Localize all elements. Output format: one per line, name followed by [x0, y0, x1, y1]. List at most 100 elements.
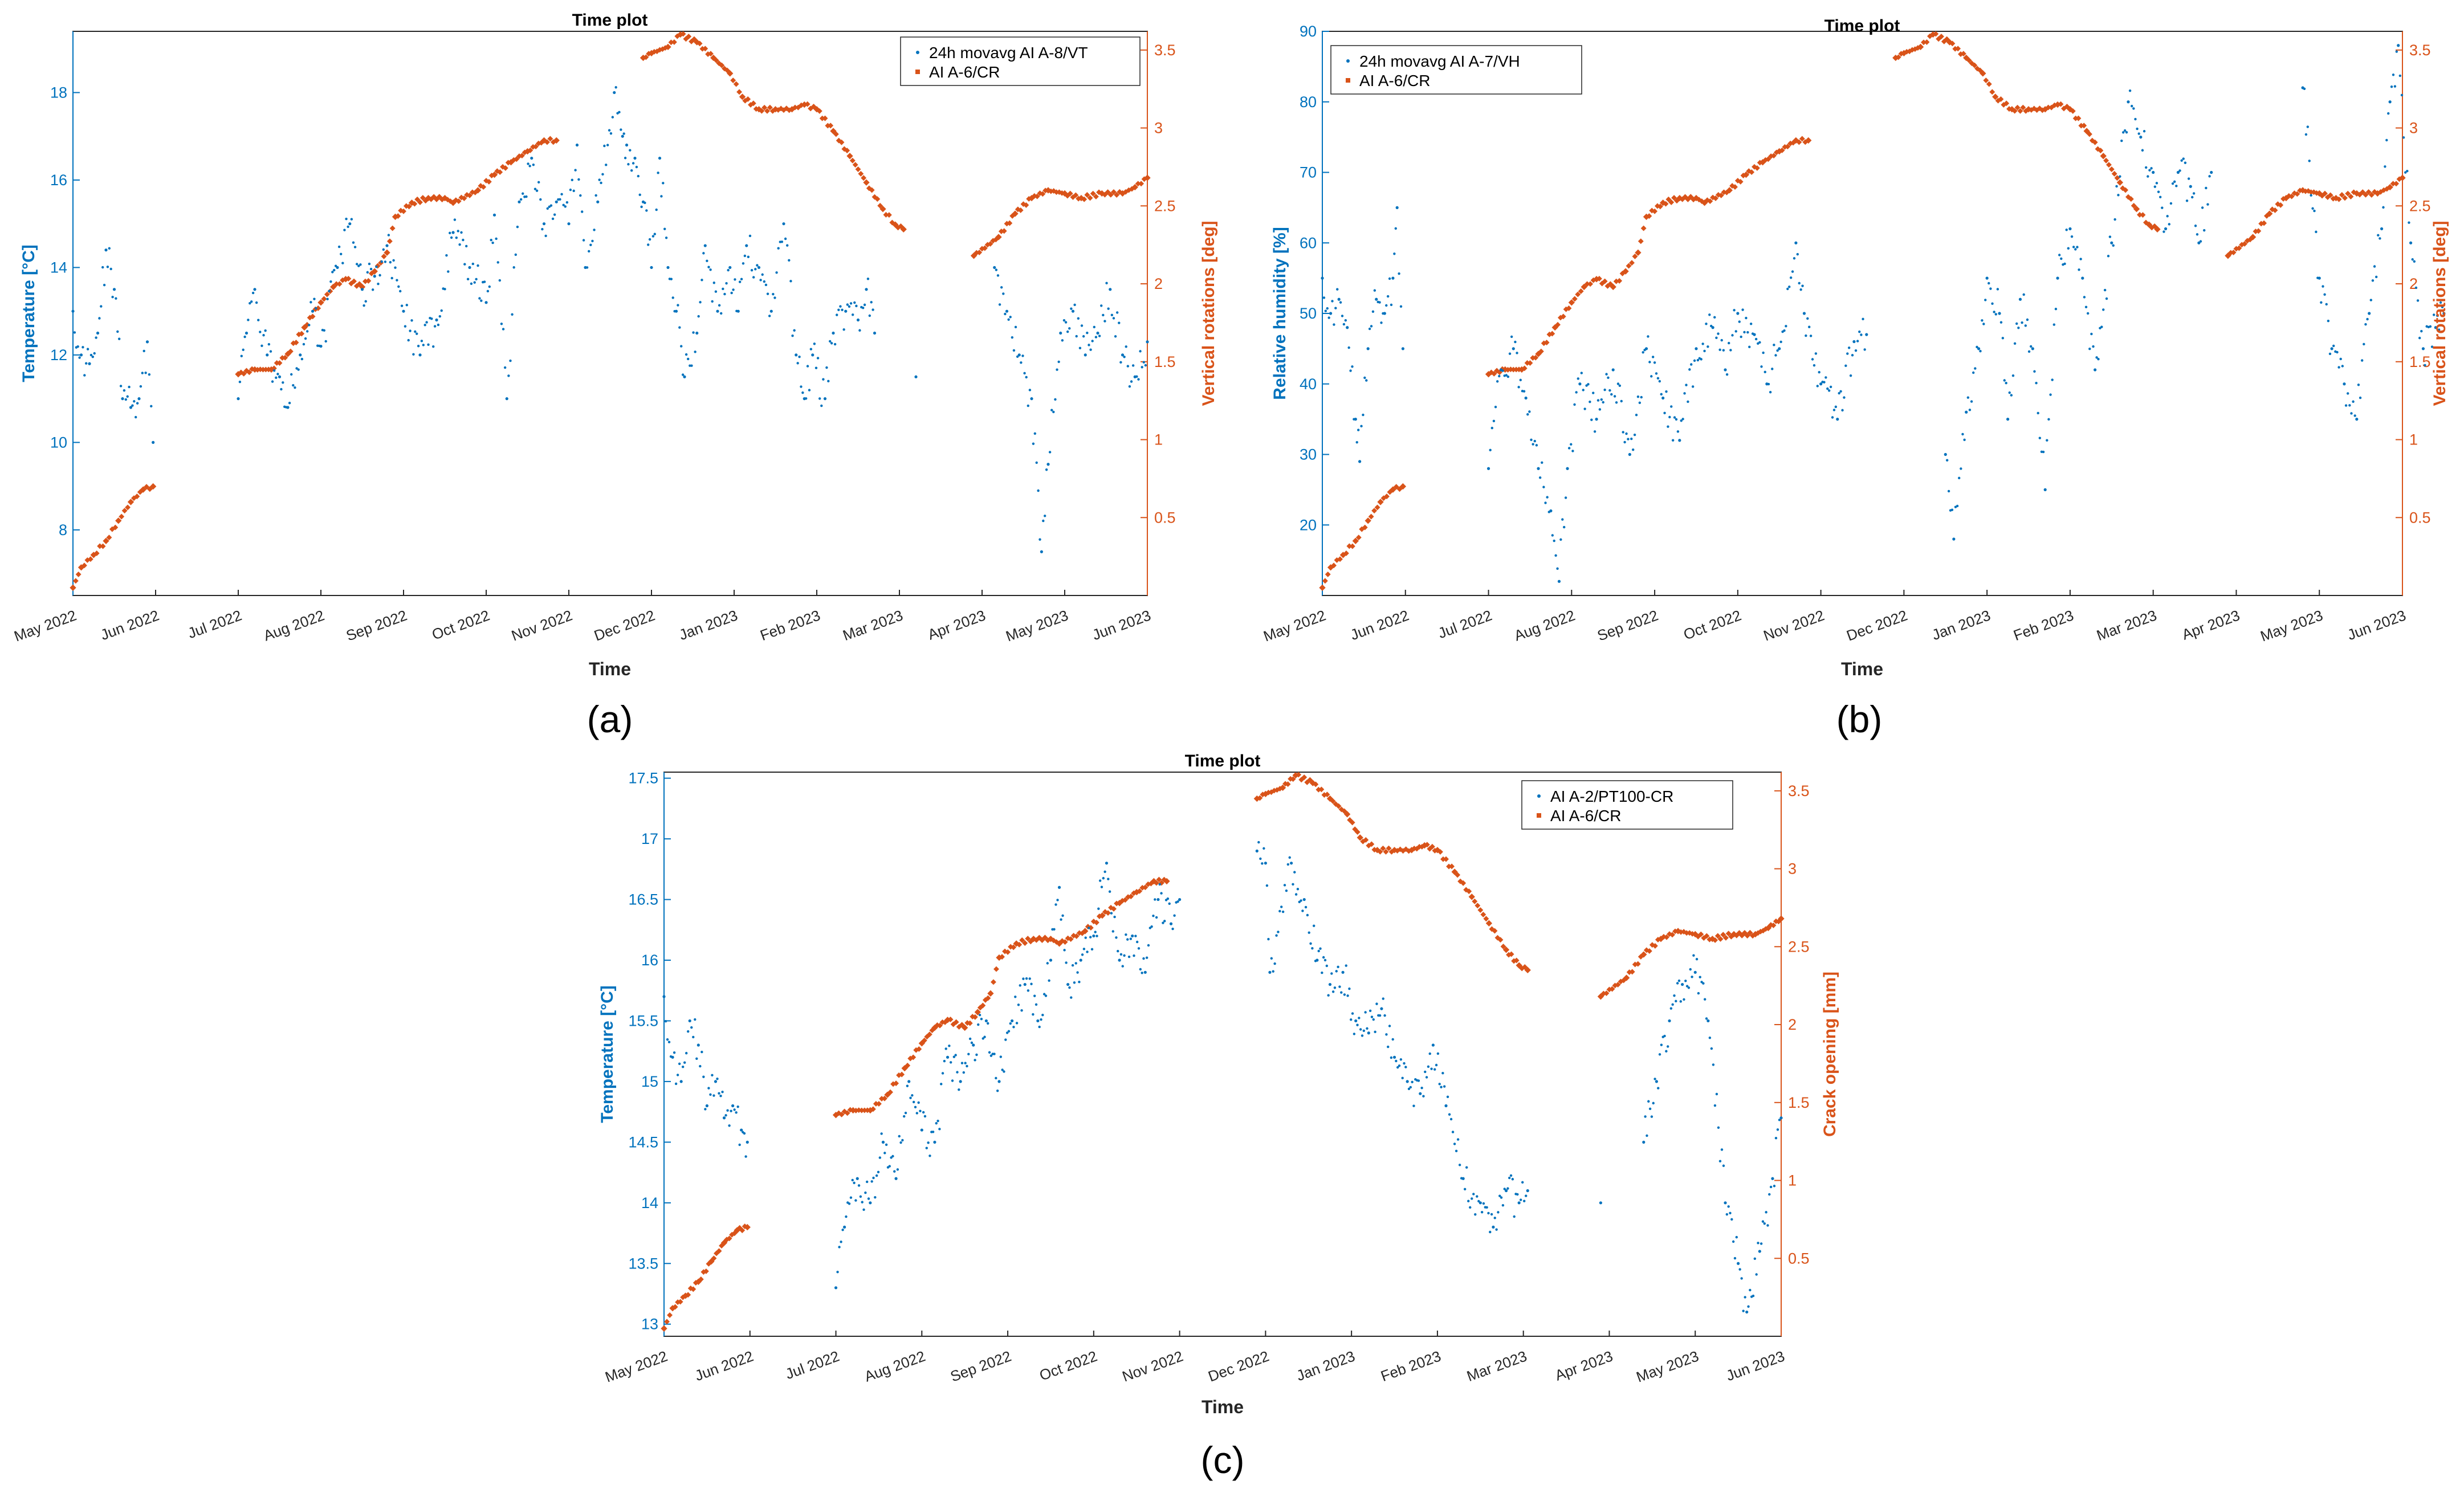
panel-c-s1-trace-55-5	[1453, 1143, 1456, 1145]
panel-c-s1-trace-5-1	[707, 1087, 710, 1090]
panel-b-s2-trace-24-2	[1732, 184, 1738, 190]
panel-a-s1-trace-75-1	[1048, 451, 1052, 454]
panel-b-s2-trace-36-2	[1986, 81, 1992, 87]
panel-b-legend-label-2: AI A-6/CR	[1359, 72, 1430, 89]
panel-b-s1-trace-54-9	[2125, 130, 2128, 134]
panel-a-s1-trace-40-7	[608, 129, 611, 132]
panel-b-s1-point-19	[1566, 467, 1569, 470]
panel-a-s2-trace-20-4	[420, 195, 426, 201]
panel-c-s1-trace-20-4	[952, 1055, 956, 1058]
panel-a-s1-point-64	[832, 331, 835, 335]
panel-b-s1-trace-63-8	[2315, 230, 2318, 234]
panel-a-y-right-tick-label-4: 2.5	[1154, 197, 1176, 214]
panel-a-s1-point-47	[658, 156, 662, 160]
panel-a-s1-trace-28-6	[462, 238, 465, 242]
panel-c-s1-trace-42-7	[1280, 905, 1283, 908]
panel-b-s1-trace-20-7	[1590, 418, 1593, 421]
panel-b: Time plot May 2022 Jun 2022 Jul 2022 Aug 20…	[1261, 17, 2449, 740]
panel-c-s1-trace-58-2	[1495, 1228, 1498, 1231]
panel-c-s2-point-36	[1343, 811, 1351, 818]
panel-a-s1-trace-71-2	[1009, 316, 1012, 319]
panel-c-x-tick-label-6: Nov 2022	[1120, 1347, 1186, 1385]
panel-a-s2-trace-1-3	[87, 556, 93, 562]
panel-c-s2-trace-28-2	[1156, 876, 1162, 883]
panel-b-s1-point-46	[2006, 418, 2010, 421]
panel-b-s1-trace-26-7	[1690, 363, 1693, 366]
panel-c-s2-trace-26-2	[1122, 897, 1129, 903]
panel-b-s1-point-16	[1537, 467, 1540, 470]
panel-b-s1-trace-10-1	[1398, 272, 1400, 275]
panel-b-s1-trace-41-4	[1960, 467, 1962, 470]
panel-b-s1-trace-57-3	[2157, 190, 2160, 193]
panel-c-s1-trace-65-1	[1669, 1007, 1673, 1010]
panel-a-s1-trace-77-5	[1080, 324, 1084, 327]
panel-b-s1-trace-2-2	[1341, 315, 1344, 317]
panel-b-s2-trace-45-5	[2131, 203, 2137, 209]
panel-a-s1-trace-25-3	[407, 338, 410, 342]
panel-a-s1-trace-81-1	[1123, 356, 1126, 358]
panel-c-s1-trace-3-1	[690, 1026, 693, 1029]
panel-a-s2-trace-52-4	[1040, 191, 1046, 197]
panel-a-s1-trace-54-2	[732, 288, 735, 291]
panel-a-s2-trace-10-5	[282, 354, 288, 361]
panel-c-s2-trace-11-3	[893, 1080, 899, 1087]
panel-c-s1-trace-34-1	[1119, 953, 1123, 956]
panel-c-s1-trace-43-2	[1293, 871, 1296, 874]
panel-a-s2-trace-56-2	[1105, 189, 1111, 195]
panel-c-s1-trace-46-5	[1337, 965, 1339, 969]
panel-b-s1-trace-35-7	[1814, 352, 1818, 355]
panel-c-s2-trace-42-5	[1449, 863, 1455, 870]
panel-b-s1-point-27	[1695, 347, 1698, 350]
panel-b-s1-trace-28-1	[1713, 316, 1716, 319]
panel-a-s1-point-43	[625, 143, 629, 147]
panel-b-s1-trace-48-2	[2035, 382, 2038, 385]
panel-a-s2-trace-43-3	[838, 139, 845, 145]
panel-a-s2-point-29	[553, 137, 560, 144]
panel-a-s2-trace-38-2	[761, 104, 768, 111]
panel-b-s1-trace-37-1	[1838, 391, 1840, 395]
panel-a-s2-trace-51-4	[1023, 202, 1029, 208]
panel-b-s2-trace-0-2	[1325, 571, 1331, 577]
panel-b-s1-trace-37-7	[1847, 346, 1851, 349]
panel-b-s1-point-69	[2380, 227, 2384, 231]
panel-b-s2-trace-36-3	[1989, 89, 1995, 95]
panel-c-s1-trace-40-2	[1259, 857, 1262, 860]
panel-b-s1-point-25	[1661, 396, 1665, 400]
panel-b-s1-trace-50-4	[2063, 262, 2066, 266]
panel-b-s2-trace-23-6	[1718, 192, 1724, 198]
panel-b-s1-trace-36-6	[1829, 385, 1832, 389]
panel-c-s1-point-26	[1023, 982, 1027, 986]
panel-b-s1-trace-55-6	[2137, 132, 2140, 135]
panel-c-s1-trace-49-3	[1372, 1018, 1375, 1021]
panel-c-s1-trace-71-2	[1749, 1288, 1752, 1292]
panel-b-s1-trace-27-6	[1705, 323, 1708, 325]
panel-a-s2-point-0	[70, 584, 76, 591]
panel-b-s1-trace-4-1	[1355, 440, 1358, 444]
panel-b-s1-trace-18-2	[1561, 518, 1564, 521]
panel-a-s1-trace-53-3	[722, 287, 724, 291]
panel-c-s1-trace-38-2	[1173, 914, 1176, 917]
panel-a-s1-trace-43-1	[627, 163, 630, 166]
panel-a-s1-trace-33-6	[528, 165, 531, 168]
panel-b-s1-trace-74-2	[2437, 328, 2441, 331]
panel-c-s1-trace-47-7	[1353, 1033, 1356, 1035]
panel-c-s2-point-46	[1502, 947, 1510, 953]
panel-a-s2-point-50	[995, 234, 1002, 240]
panel-b-s1-trace-68-4	[2375, 275, 2378, 279]
panel-b-s1-trace-31-1	[1754, 337, 1758, 341]
panel-b-s2-trace-23-2	[1707, 198, 1713, 205]
panel-a-s2-trace-2-3	[100, 543, 106, 549]
panel-a-s1-trace-14-4	[272, 369, 276, 372]
panel-b-s1-trace-16-1	[1538, 476, 1542, 479]
panel-c-s1-point-13	[856, 1177, 859, 1180]
panel-a-s1-point-4	[104, 248, 108, 252]
panel-b-s1-trace-35-4	[1809, 334, 1813, 337]
panel-a-s1-trace-25-7	[414, 330, 417, 333]
panel-a-s1-point-37	[567, 222, 571, 226]
panel-c-s1-trace-12-6	[853, 1181, 856, 1184]
panel-b-s1-trace-48-6	[2042, 450, 2045, 454]
panel-c-s1-trace-67-2	[1697, 992, 1700, 995]
panel-b-s1-trace-27-4	[1701, 342, 1704, 345]
panel-a-s2-trace-58-1	[1135, 181, 1141, 187]
panel-c-s1-trace-36-6	[1154, 898, 1156, 901]
